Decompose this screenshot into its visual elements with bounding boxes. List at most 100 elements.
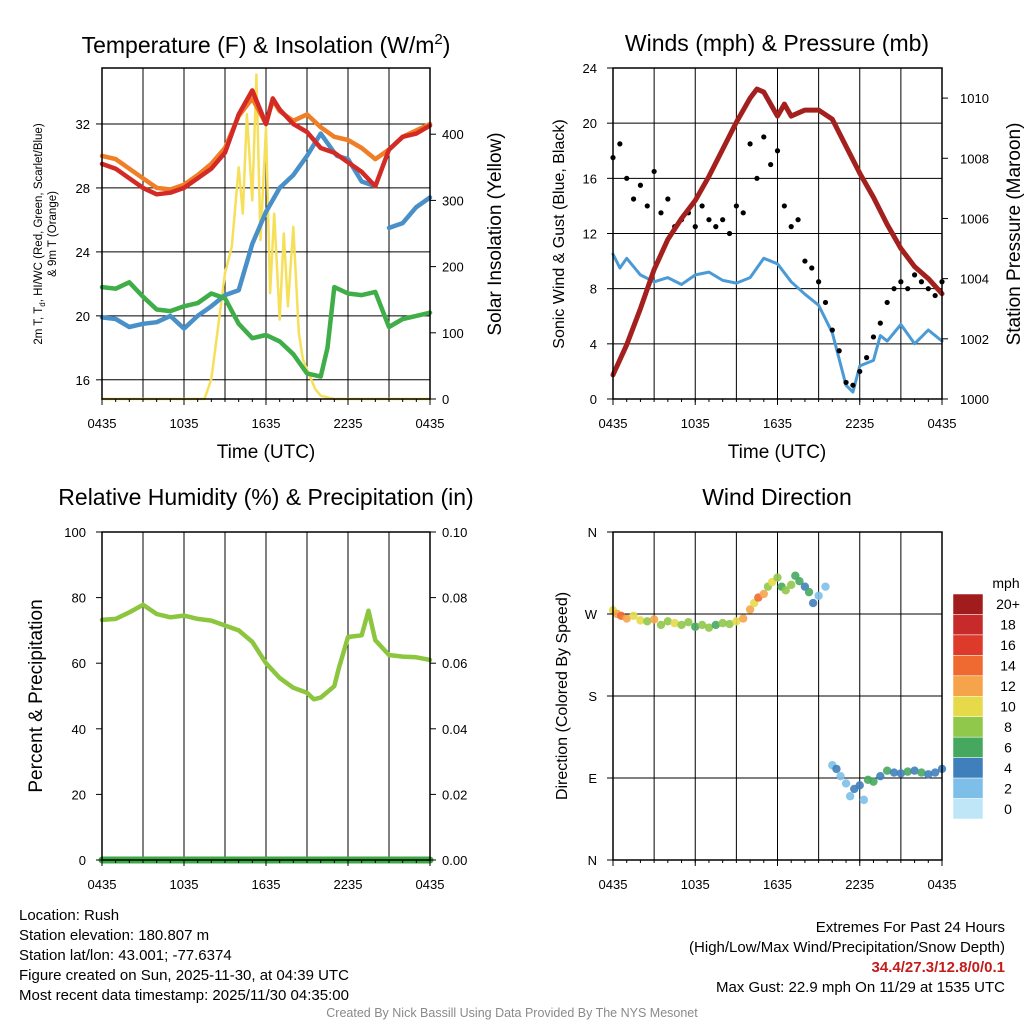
rh-y-axis-label: Percent & Precipitation [26,599,47,792]
winds-pressure-xtick-label: 1635 [763,416,792,431]
wind-direction-point [821,582,830,591]
wind-direction-point [622,614,631,623]
wind-direction-point [697,620,707,630]
colorbar-swatch [952,757,984,779]
wind-gust-point [877,320,883,326]
wind-gust-point [651,168,657,175]
colorbar-label: 14 [1000,658,1016,674]
wind-gust-point [768,161,774,168]
precip-ytick-label: 0.00 [442,853,467,868]
wind-direction-point [869,777,878,786]
station-location: Location: Rush [19,907,120,924]
wind-y-axis-label: Sonic Wind & Gust (Blue, Black) [551,119,568,348]
wind-direction-point [636,616,645,625]
colorbar-swatch [952,634,984,656]
ylabel-subscript: d [38,302,47,306]
precip-ytick-label: 0.02 [442,787,467,802]
rh-ytick-label: 80 [72,591,86,606]
insolation-ytick-label: 100 [442,326,464,341]
wind-gust-point [713,224,719,230]
humidity-precipitation-xtick-label: 1635 [252,877,281,892]
ylabel-part: 2m T, T [33,307,45,345]
wind-direction-point [691,622,700,631]
winds-pressure-xtick-label: 0435 [928,416,957,431]
wind-gust-point [925,286,931,292]
wind-gust-point [788,224,794,230]
colorbar-label: 10 [1000,699,1016,715]
wind-direction-xtick-label: 1035 [681,877,710,892]
station-latlon: Station lat/lon: 43.001; -77.6374 [19,947,232,964]
sonic-wind-line [611,252,944,394]
wind-gust-point [630,196,637,202]
dir-ytick-label: N [588,525,597,540]
wind-gust-point [740,210,746,216]
wind-direction-point [711,620,721,630]
temp-2m-line [99,88,433,197]
wind-ytick-label: 0 [590,392,597,407]
ylabel-part: , HI/WC (Red, Green, Scarlet/Blue) [33,123,45,302]
wind-gust-point [720,217,726,223]
humidity-precipitation-xtick-label: 1035 [170,877,199,892]
colorbar-label: 0 [1004,801,1012,817]
wind-direction-point [832,764,841,774]
wind-direction-point [845,792,855,801]
wind-direction-point [930,768,940,777]
extremes-values: 34.4/27.3/12.8/0/0.1 [871,959,1005,976]
max-gust: Max Gust: 22.9 mph On 11/29 at 1535 UTC [715,979,1005,996]
rh-ytick-label: 40 [72,722,86,737]
wind-gust-point [617,141,623,147]
insolation-y-axis-label: Solar Insolation (Yellow) [485,132,506,335]
colorbar-label: 12 [1000,678,1016,694]
rh-ytick-label: 20 [72,787,86,802]
pressure-ytick-label: 1008 [960,151,989,166]
wind-direction-point [773,573,782,582]
station-elevation: Station elevation: 180.807 m [19,927,210,944]
wind-direction-point [841,779,851,788]
wind-direction-point [804,587,814,597]
wind-ytick-label: 20 [583,116,597,131]
insolation-ytick-label: 200 [442,260,464,275]
wind-ytick-label: 24 [583,61,597,76]
temp-x-axis-label: Time (UTC) [217,442,316,463]
wind-direction-point [882,766,892,775]
temperature-insolation-xtick-label: 0435 [416,416,445,431]
humidity-precipitation-xtick-label: 0435 [88,877,117,892]
wind-gust-point [795,217,801,223]
colorbar-swatch [952,696,984,717]
wind-direction-point [670,618,679,628]
colorbar-label: 4 [1004,760,1012,776]
wind-direction-point [903,767,912,776]
wind-direction-point [649,615,659,624]
wind-ytick-label: 16 [583,171,597,186]
wind-gust-point [624,175,630,181]
wind-gust-point [884,299,890,306]
temp-ytick-label: 28 [76,181,90,196]
wind-ytick-label: 8 [590,282,597,297]
wind-gust-point [822,299,829,306]
wind-direction-point [629,611,638,621]
relative-humidity-line [99,602,433,702]
temperature-insolation-xtick-label: 1635 [252,416,281,431]
dir-ytick-label: N [588,853,597,868]
wind-gust-point [829,327,835,333]
wind-direction-point [739,614,748,623]
temp-ytick-label: 24 [76,245,90,260]
wind-gust-point [644,203,650,209]
winds-pressure-xtick-label: 2235 [845,416,874,431]
colorbar-swatch [952,716,984,738]
colorbar-swatch [952,614,984,636]
temp-ytick-label: 32 [76,117,90,132]
wind-direction-point [704,623,714,632]
wind-gust-point [905,286,911,292]
colorbar-label: 20+ [996,596,1020,612]
temp-ytick-label: 16 [76,373,90,388]
wind-gust-point [911,272,918,278]
wind-gust-point [857,368,863,375]
colorbar-label: 18 [1000,617,1016,633]
wind-ytick-label: 4 [590,337,597,352]
wind-direction-point [663,617,673,626]
colorbar-title: mph [992,575,1019,591]
wind-gust-point [809,265,815,271]
dir-ytick-label: E [588,771,597,786]
precip-ytick-label: 0.06 [442,656,467,671]
